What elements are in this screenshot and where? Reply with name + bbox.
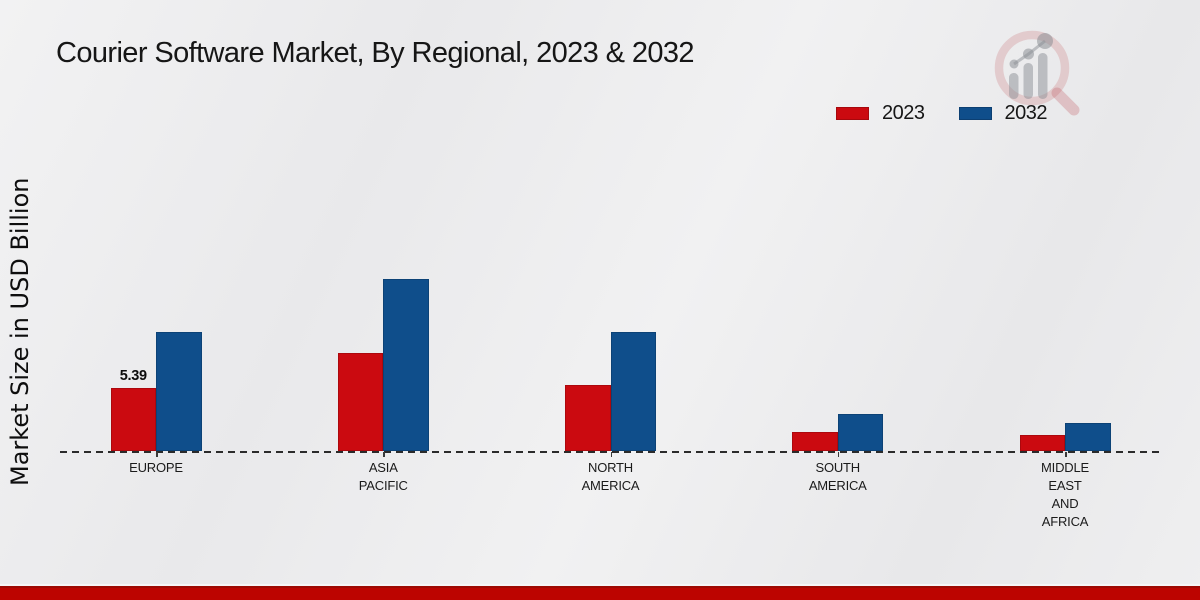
legend-swatch-2032 — [958, 107, 992, 120]
x-axis-tick — [383, 452, 385, 457]
logo-trend-dot-icon — [1037, 33, 1053, 49]
bar-2032-europe — [156, 331, 202, 452]
bar-2023-asia-pacific — [337, 352, 384, 452]
bottom-accent-strip — [0, 586, 1200, 600]
chart-title: Courier Software Market, By Regional, 20… — [56, 37, 695, 69]
logo-bar-icon — [1023, 63, 1033, 99]
market-research-watermark-logo — [994, 30, 1080, 116]
logo-trend-dot-icon — [1023, 48, 1034, 60]
magnifier-ring-icon — [994, 30, 1070, 106]
bar-2032-south-america — [837, 413, 884, 452]
legend-label-2032: 2032 — [1004, 102, 1048, 124]
logo-bar-icon — [1009, 73, 1019, 99]
x-axis-tick — [610, 452, 612, 457]
category-label-north-america: NORTH AMERICA — [581, 460, 640, 493]
magnifier-handle-icon — [1051, 87, 1080, 116]
legend: 2023 2032 — [836, 102, 1047, 125]
category-label-south-america: SOUTH AMERICA — [808, 460, 867, 493]
category-label-asia-pacific: ASIA PACIFIC — [358, 460, 408, 493]
bar-2023-middle-east-and-africa — [1019, 435, 1065, 452]
bar-2023-north-america — [565, 384, 611, 452]
legend-swatch-2023 — [836, 107, 869, 120]
bar-2032-asia-pacific — [383, 278, 429, 452]
logo-trend-dot-icon — [1009, 59, 1019, 69]
category-label-europe: EUROPE — [129, 460, 183, 475]
legend-label-2023: 2023 — [882, 102, 925, 124]
logo-bar-icon — [1038, 53, 1048, 99]
bar-value-label: 5.39 — [119, 368, 147, 385]
legend-item-2032: 2032 — [958, 102, 1048, 125]
x-axis-tick — [1065, 452, 1067, 457]
x-axis-baseline — [60, 450, 1160, 453]
bar-2023-south-america — [792, 431, 838, 452]
category-label-middle-east-and-africa: MIDDLE EAST AND AFRICA — [1041, 460, 1089, 529]
x-axis-tick — [837, 452, 840, 457]
bar-2023-europe — [110, 388, 156, 452]
legend-item-2023: 2023 — [836, 102, 925, 125]
bar-2032-north-america — [610, 331, 656, 452]
bar-2032-middle-east-and-africa — [1065, 423, 1111, 452]
x-axis-tick — [156, 452, 158, 457]
